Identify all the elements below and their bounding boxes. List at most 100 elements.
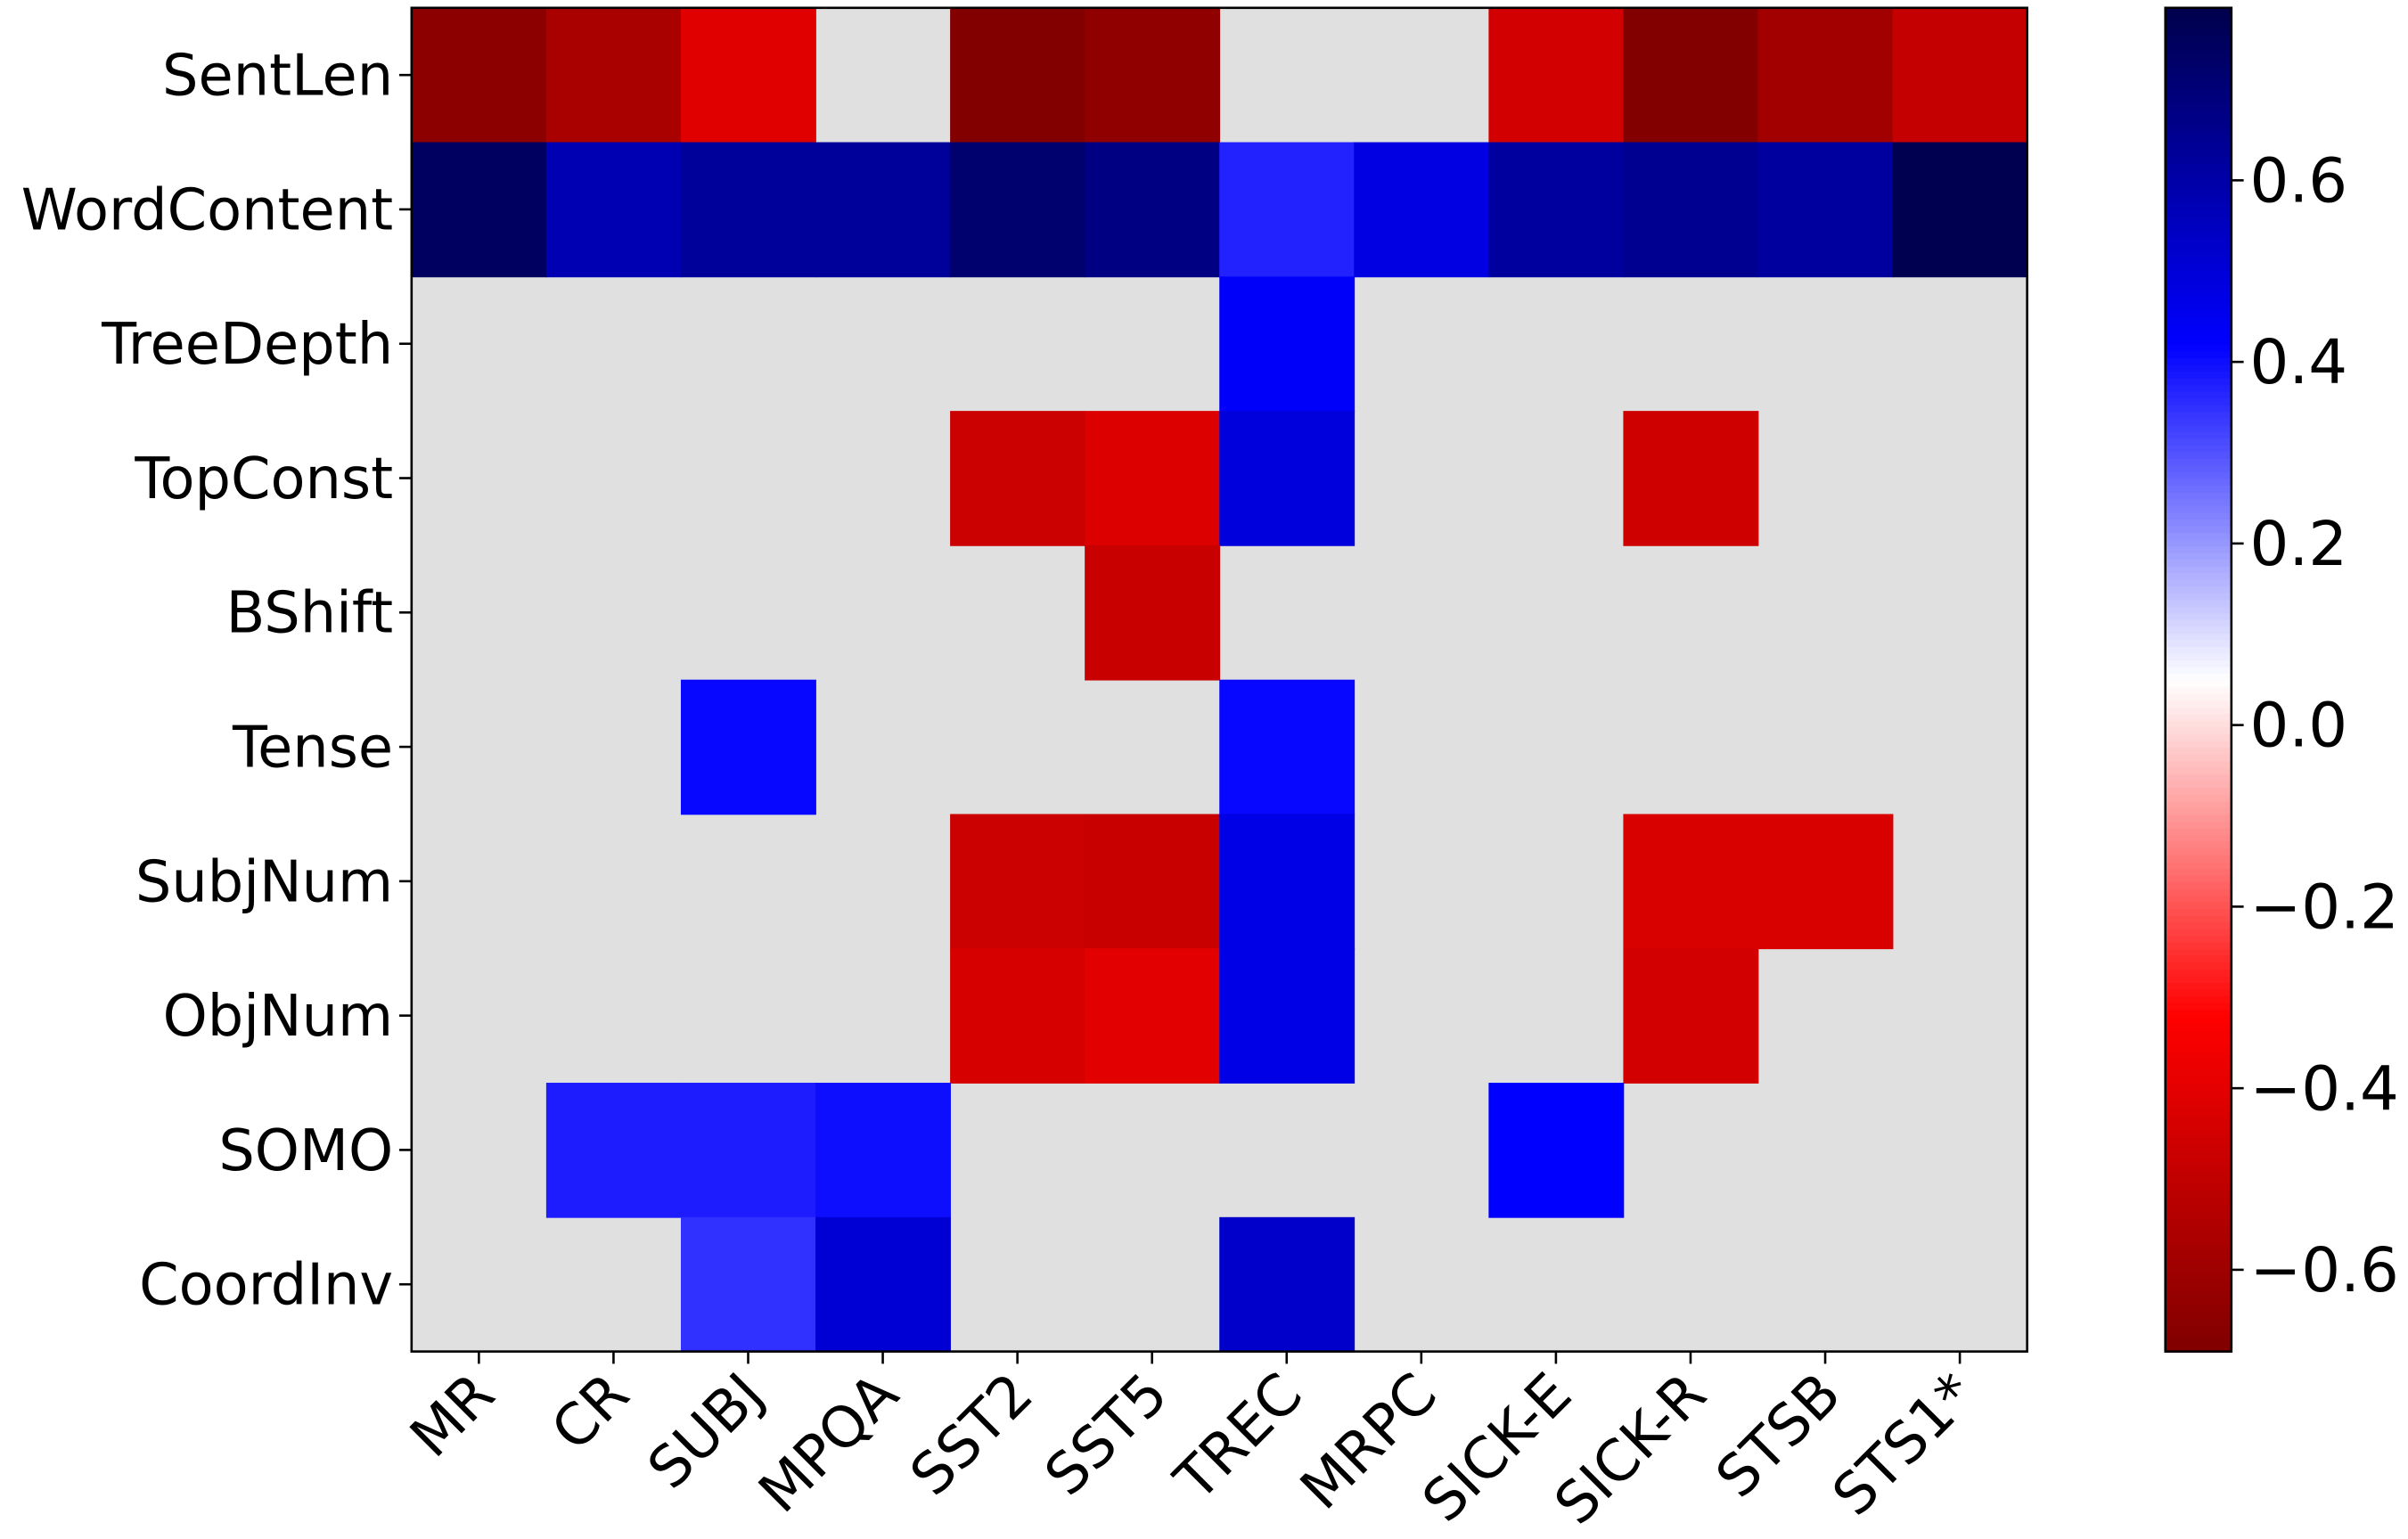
colorbar-step [2165,565,2232,574]
colorbar-step [2165,383,2232,392]
colorbar-step [2165,713,2232,721]
colorbar-step [2165,303,2232,312]
colorbar-step [2165,1183,2232,1191]
colorbar-step [2165,202,2232,210]
plot-frame [410,6,2028,1353]
colorbar-step [2165,679,2232,688]
heatmap-cell [1757,814,1894,950]
colorbar-step [2165,692,2232,701]
colorbar-step [2165,417,2232,426]
colorbar-step [2165,800,2232,808]
colorbar-step [2165,700,2232,708]
colorbar-step [2165,1150,2232,1158]
colorbar-step [2165,282,2232,291]
colorbar-step [2165,1243,2232,1252]
y-tick-label: SOMO [218,1118,393,1184]
colorbar-step [2165,182,2232,191]
heatmap-cell [545,142,682,278]
colorbar-step [2165,1089,2232,1098]
colorbar-step [2165,659,2232,667]
colorbar-step [2165,652,2232,661]
colorbar-step [2165,914,2232,923]
colorbar-step [2165,1298,2232,1306]
heatmap-cell [950,142,1086,278]
colorbar-step [2165,1163,2232,1172]
colorbar-step [2165,128,2232,137]
colorbar-step [2165,242,2232,251]
colorbar-step [2165,1237,2232,1246]
colorbar-step [2165,834,2232,842]
y-tick-label: Tense [232,715,393,781]
heatmap-cell [1354,142,1490,278]
colorbar-step [2165,1304,2232,1313]
colorbar-step [2165,1109,2232,1117]
colorbar-step [2165,1176,2232,1185]
colorbar-step [2165,618,2232,627]
heatmap-cell [1757,142,1894,278]
colorbar-step [2165,356,2232,365]
heatmap-cell [1085,142,1221,278]
heatmap-cell [680,679,816,815]
colorbar-step [2165,854,2232,863]
heatmap-cell [1488,1083,1625,1218]
colorbar-step [2165,102,2232,110]
colorbar-step [2165,639,2232,648]
heatmap-cell [545,7,682,143]
colorbar-step [2165,719,2232,728]
colorbar-step [2165,1250,2232,1259]
colorbar-step [2165,41,2232,50]
heatmap-cell [1488,7,1625,143]
colorbar-step [2165,485,2232,493]
colorbar-step [2165,975,2232,983]
colorbar-step [2165,753,2232,762]
colorbar-step [2165,444,2232,453]
colorbar-step [2165,404,2232,413]
colorbar-step [2165,814,2232,823]
colorbar-step [2165,451,2232,459]
colorbar-step [2165,733,2232,741]
colorbar-step [2165,370,2232,379]
colorbar-step [2165,337,2232,345]
colorbar-step [2165,1230,2232,1239]
colorbar-step [2165,168,2232,177]
colorbar-step [2165,149,2232,157]
heatmap-cell [680,142,816,278]
colorbar-step [2165,209,2232,217]
colorbar-step [2165,438,2232,446]
colorbar-step [2165,115,2232,123]
heatmap-cell [1488,142,1625,278]
colorbar-step [2165,54,2232,63]
heatmap-cell [1219,411,1356,546]
colorbar-tick-label: 0.2 [2250,509,2348,580]
colorbar-step [2165,1345,2232,1353]
colorbar-step [2165,632,2232,641]
colorbar-step [2165,1076,2232,1085]
colorbar-step [2165,1142,2232,1151]
colorbar-step [2165,1136,2232,1144]
colorbar-step [2165,323,2232,332]
colorbar-step [2165,250,2232,258]
colorbar-step [2165,81,2232,90]
colorbar-tick-label: −0.6 [2250,1235,2399,1306]
colorbar-step [2165,1257,2232,1265]
heatmap-cell [1085,948,1221,1084]
colorbar-step [2165,28,2232,36]
colorbar-step [2165,880,2232,889]
colorbar-step [2165,430,2232,439]
heatmap-cell [1219,276,1356,412]
colorbar-step [2165,867,2232,876]
colorbar-step [2165,861,2232,869]
x-tick-label: SST5 [1033,1361,1181,1509]
heatmap-cell [1892,7,2028,143]
colorbar-step [2165,726,2232,735]
colorbar-step [2165,1284,2232,1292]
colorbar-step [2165,921,2232,929]
heatmap-cell [950,411,1086,546]
colorbar-step [2165,310,2232,318]
colorbar-step [2165,263,2232,271]
heatmap-cell [950,814,1086,950]
heatmap-cell [1219,814,1356,950]
y-tick-label: ObjNum [163,984,394,1050]
colorbar-step [2165,162,2232,170]
